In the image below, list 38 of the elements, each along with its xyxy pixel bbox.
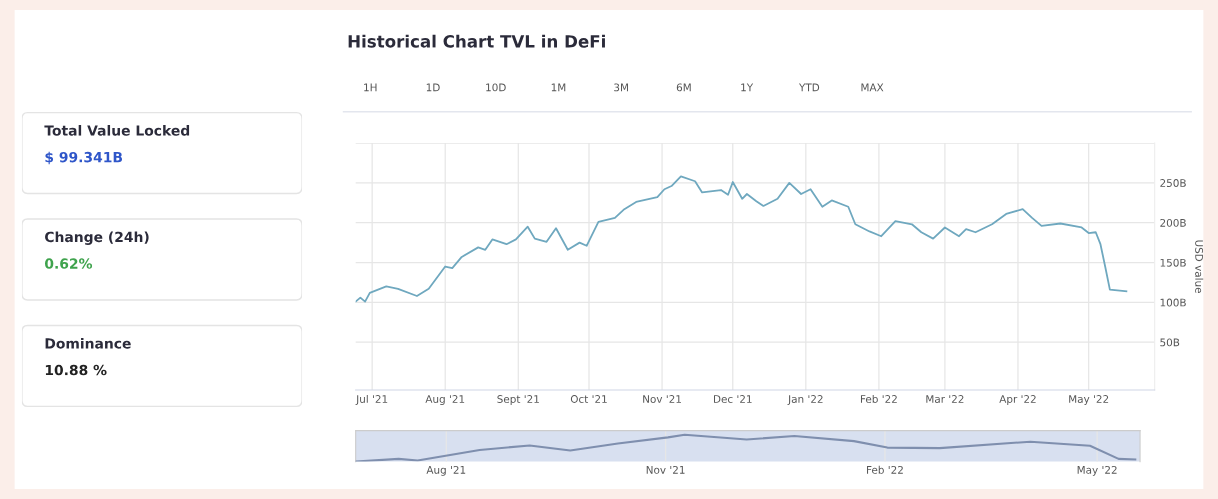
x-tick-label: May '22 (1069, 395, 1109, 405)
text: 1D (426, 83, 440, 92)
text: 3M (614, 83, 628, 92)
x-tick-label: Sept '21 (497, 395, 539, 405)
x-tick-label: Apr '22 (999, 395, 1036, 405)
text: Dominance (45, 337, 131, 349)
x-tick-label: Aug '21 (425, 395, 465, 405)
x-tick-label: Feb '22 (867, 465, 903, 474)
line-series (355, 175, 1128, 303)
text: Total Value Locked (44, 125, 190, 136)
x-tick-label: Feb '22 (860, 394, 897, 403)
y-tick-label: 100B (1160, 298, 1186, 307)
y-tick-label: 50B (1160, 338, 1180, 347)
text: 0.62% (45, 258, 93, 269)
chart-title: Historical Chart TVL in DeFi (348, 34, 605, 48)
text: 1Y (741, 83, 754, 92)
x-tick-label: Nov '21 (643, 395, 681, 403)
text: YTD (798, 83, 820, 92)
x-tick-label: Dec '21 (714, 395, 752, 403)
x-tick-label: Mar '22 (926, 395, 964, 403)
text: 1M (551, 83, 566, 92)
text: 6M (676, 83, 691, 92)
y-tick-label: 200B (1160, 218, 1186, 227)
x-tick-label: Oct '21 (570, 395, 607, 403)
text: Change (24h) (45, 231, 149, 245)
y-tick-label: 250B (1160, 179, 1186, 187)
x-tick-label: Nov '21 (646, 465, 685, 474)
text: MAX (861, 83, 884, 92)
y-axis-title: USD value (1195, 240, 1204, 293)
x-tick-label: Aug '21 (426, 465, 466, 476)
x-tick-label: Jul '21 (355, 394, 388, 405)
text: $ 99.341B (45, 151, 123, 165)
x-tick-label: May '22 (1077, 465, 1117, 476)
text: 10.88 % (45, 364, 107, 376)
text: 10D (486, 83, 506, 92)
text: 1H (364, 83, 377, 92)
y-tick-label: 150B (1160, 258, 1186, 267)
x-tick-label: Jan '22 (787, 395, 823, 405)
